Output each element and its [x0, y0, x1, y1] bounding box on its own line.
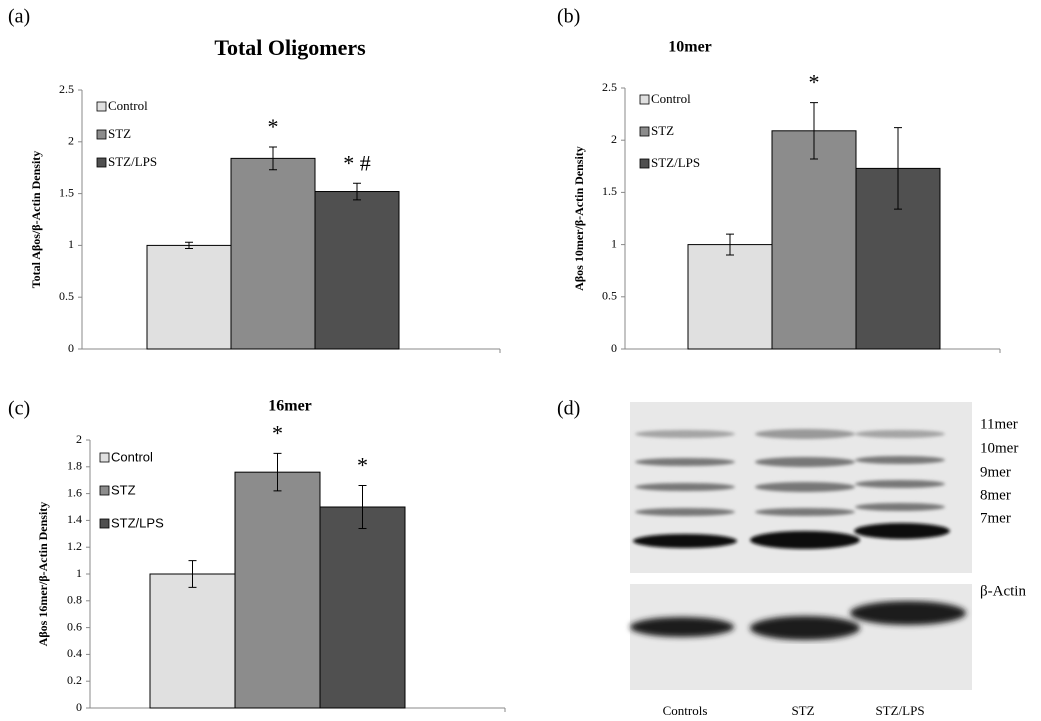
- y-axis-label: Total Aβos/β-Actin Density: [29, 151, 43, 289]
- bar: [320, 507, 405, 708]
- bar: [235, 472, 320, 708]
- lane-label: Controls: [663, 703, 708, 718]
- band-label: 11mer: [980, 416, 1018, 432]
- y-tick-label: 1: [611, 236, 617, 250]
- y-tick-label: 0.6: [67, 619, 82, 633]
- significance-marker: *: [809, 70, 820, 95]
- legend-label: STZ/LPS: [108, 154, 157, 169]
- significance-marker: *: [357, 453, 368, 478]
- legend-swatch: [640, 95, 649, 104]
- legend-label: STZ: [111, 482, 136, 497]
- legend-swatch: [97, 158, 106, 167]
- legend-swatch: [100, 519, 109, 528]
- y-tick-label: 0.5: [602, 289, 617, 303]
- y-tick-label: 2: [611, 132, 617, 146]
- y-tick-label: 0: [611, 341, 617, 355]
- legend-label: STZ/LPS: [651, 155, 700, 170]
- lane-label: STZ: [791, 703, 814, 718]
- bar: [147, 245, 231, 349]
- panel-label: (d): [557, 398, 580, 420]
- legend-label: Control: [108, 98, 148, 113]
- y-tick-label: 1.8: [67, 459, 82, 473]
- legend-label: Control: [111, 449, 153, 464]
- band-label: 10mer: [980, 440, 1018, 456]
- bar: [231, 158, 315, 349]
- legend-swatch: [97, 130, 106, 139]
- panel-label: (c): [8, 398, 30, 420]
- blot-panel: (d) 11mer 10mer 9mer 8mer 7mer β-Actin C…: [557, 398, 1026, 718]
- bar: [315, 192, 399, 349]
- chart-title: 16mer: [268, 398, 312, 415]
- figure: (d) 11mer 10mer 9mer 8mer 7mer β-Actin C…: [0, 0, 1041, 721]
- y-tick-label: 1: [68, 237, 74, 251]
- legend-swatch: [100, 486, 109, 495]
- band-labels: 11mer 10mer 9mer 8mer 7mer β-Actin: [980, 416, 1026, 599]
- y-tick-label: 0: [76, 700, 82, 714]
- legend-label: STZ/LPS: [111, 515, 164, 530]
- lane-labels: Controls STZ STZ/LPS: [663, 703, 925, 718]
- lane-label: STZ/LPS: [875, 703, 924, 718]
- bar: [150, 574, 235, 708]
- y-tick-label: 1.4: [67, 512, 82, 526]
- y-axis-label: Aβos 16mer/β-Actin Density: [36, 502, 50, 647]
- chart-title: 10mer: [668, 39, 712, 56]
- band-label: 8mer: [980, 487, 1011, 503]
- y-tick-label: 2.5: [59, 82, 74, 96]
- band-label: 9mer: [980, 464, 1011, 480]
- y-tick-label: 1.5: [602, 184, 617, 198]
- y-tick-label: 0.4: [67, 646, 82, 660]
- y-tick-label: 2: [76, 432, 82, 446]
- legend-label: STZ: [108, 126, 131, 141]
- bar: [688, 245, 772, 349]
- bar: [772, 131, 856, 349]
- y-tick-label: 2.5: [602, 80, 617, 94]
- significance-marker: * #: [343, 150, 371, 175]
- significance-marker: *: [268, 114, 279, 139]
- y-tick-label: 0.8: [67, 593, 82, 607]
- band-label: 7mer: [980, 510, 1011, 526]
- legend-swatch: [640, 159, 649, 168]
- legend-swatch: [97, 102, 106, 111]
- y-tick-label: 1.6: [67, 485, 82, 499]
- panel-label: (a): [8, 6, 30, 28]
- band-label: β-Actin: [980, 583, 1026, 599]
- y-axis-label: Aβos 10mer/β-Actin Density: [572, 146, 586, 291]
- y-tick-label: 2: [68, 134, 74, 148]
- y-tick-label: 0: [68, 341, 74, 355]
- panel-label: (b): [557, 6, 580, 28]
- y-tick-label: 0.2: [67, 673, 82, 687]
- legend-swatch: [100, 453, 109, 462]
- legend-label: Control: [651, 91, 691, 106]
- y-tick-label: 1.5: [59, 185, 74, 199]
- legend-label: STZ: [651, 123, 674, 138]
- y-tick-label: 1.2: [67, 539, 82, 553]
- significance-marker: *: [272, 420, 283, 445]
- y-tick-label: 1: [76, 566, 82, 580]
- chart-title: Total Oligomers: [214, 35, 366, 60]
- y-tick-label: 0.5: [59, 289, 74, 303]
- legend-swatch: [640, 127, 649, 136]
